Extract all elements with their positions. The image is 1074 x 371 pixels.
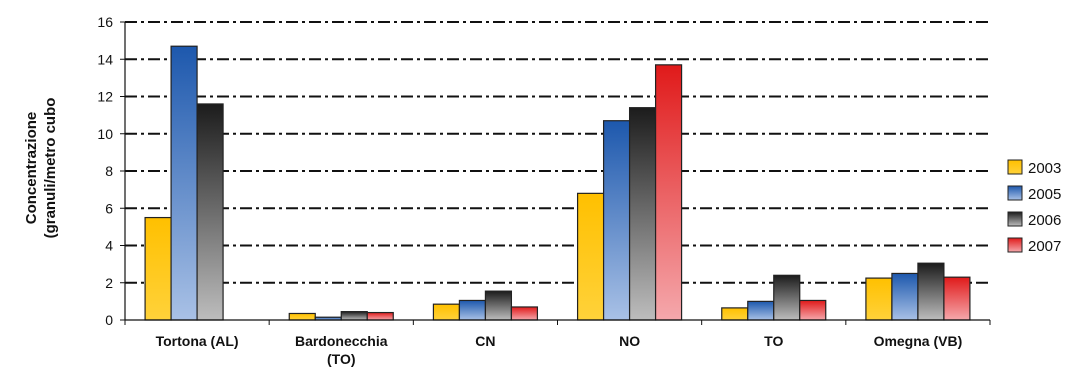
- legend: 2003 2005 2006 2007: [1007, 159, 1061, 255]
- y-tick-label: 8: [105, 163, 113, 179]
- y-tick-label: 4: [105, 238, 113, 254]
- legend-swatch-2003: [1007, 159, 1023, 175]
- y-tick-label: 12: [97, 89, 113, 105]
- category-labels: Tortona (AL) Bardonecchia (TO) CN NO TO Omegna…: [156, 333, 963, 367]
- bar-2006: [196, 103, 224, 321]
- bar-2006: [917, 262, 945, 321]
- bar-2007: [366, 311, 394, 321]
- axes: [124, 22, 991, 325]
- y-tick-label: 2: [105, 275, 113, 291]
- y-axis-title: Concentrazione (granuli/metro cubo: [23, 98, 59, 239]
- legend-swatch-2007: [1007, 237, 1023, 253]
- bar-2007: [654, 64, 683, 321]
- legend-label-2003: 2003: [1028, 160, 1061, 177]
- bar-2005: [170, 45, 198, 321]
- bar-2003: [288, 312, 316, 321]
- y-tick-label: 0: [105, 312, 113, 328]
- category-label: Bardonecchia: [295, 333, 388, 349]
- bar-2003: [865, 277, 893, 321]
- legend-label-2006: 2006: [1028, 212, 1061, 229]
- y-tick-label: 10: [97, 126, 113, 142]
- y-tick-label: 16: [97, 14, 113, 30]
- bar-2006: [773, 274, 801, 321]
- bar-2006: [484, 290, 513, 321]
- y-tick-label: 14: [97, 51, 113, 67]
- y-axis-title-line-2: (granuli/metro cubo: [42, 98, 59, 239]
- bar-2007: [943, 276, 971, 321]
- legend-swatch-2006: [1007, 211, 1023, 227]
- category-label: (TO): [327, 351, 356, 367]
- y-axis-title-line-1: Concentrazione: [23, 112, 40, 225]
- bar-2006: [628, 107, 657, 321]
- bars: [144, 45, 971, 321]
- bar-2003: [432, 303, 461, 321]
- y-tick-labels: 0 2 4 6 8 10 12 14 16: [97, 14, 125, 328]
- bar-2007: [799, 299, 827, 321]
- bar-2005: [602, 120, 631, 321]
- y-tick-label: 6: [105, 200, 113, 216]
- category-label: Omegna (VB): [874, 333, 963, 349]
- bar-2005: [458, 299, 487, 321]
- bar-2007: [510, 306, 539, 321]
- legend-label-2007: 2007: [1028, 238, 1061, 255]
- bar-2005: [891, 272, 919, 321]
- legend-label-2005: 2005: [1028, 186, 1061, 203]
- category-label: NO: [619, 333, 640, 349]
- category-label: Tortona (AL): [156, 333, 239, 349]
- bar-2006: [340, 311, 368, 321]
- bar-2005: [747, 300, 775, 321]
- gridlines: [125, 21, 990, 284]
- bar-2003: [144, 216, 172, 321]
- bar-2003: [721, 307, 749, 321]
- bar-2003: [576, 192, 605, 321]
- category-label: CN: [475, 333, 495, 349]
- category-label: TO: [764, 333, 783, 349]
- legend-swatch-2005: [1007, 185, 1023, 201]
